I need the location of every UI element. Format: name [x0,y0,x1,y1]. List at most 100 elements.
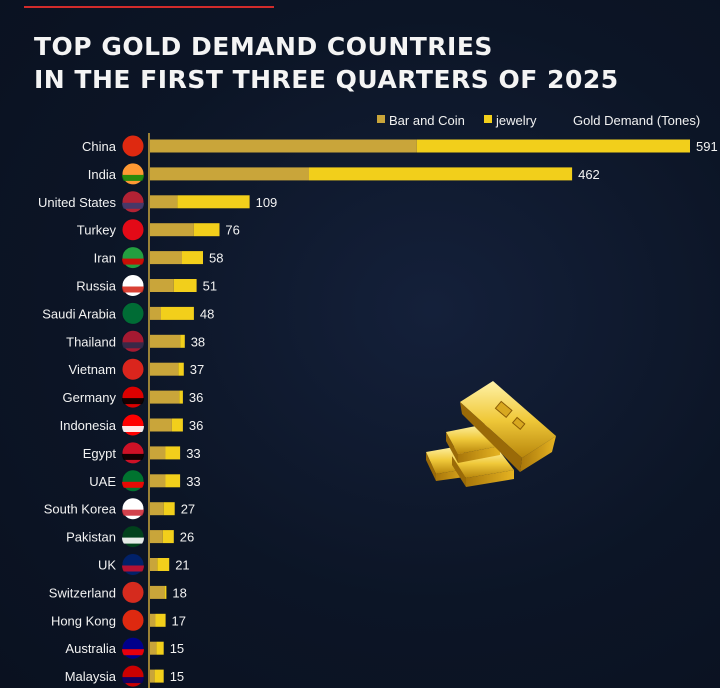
bar-jewelry-pakistan [162,530,174,544]
flag-china-icon [121,134,145,158]
category-label-australia: Australia [65,641,116,656]
flag-turkey-icon [121,218,145,242]
bar-bar-and-coin-germany [150,390,180,404]
bar-jewelry-thailand [180,334,185,348]
flag-russia-icon [121,274,145,297]
category-label-china: China [82,139,117,154]
value-label-turkey: 76 [225,223,239,238]
legend-label-bar-and-coin: Bar and Coin [389,113,465,128]
bar-bar-and-coin-australia [150,641,157,655]
title-line-1: TOP GOLD DEMAND COUNTRIES [34,32,493,61]
gold-bar-stamp [511,416,526,430]
bar-bar-and-coin-vietnam [150,362,179,376]
legend-label-jewelry: jewelry [495,113,537,128]
bar-bar-and-coin-turkey [150,223,194,237]
value-label-germany: 36 [189,390,203,405]
value-label-thailand: 38 [191,334,205,349]
category-label-vietnam: Vietnam [69,362,116,377]
bar-jewelry-uk [157,558,170,571]
flag-germany-icon [121,385,145,409]
category-label-turkey: Turkey [77,223,117,238]
category-label-saudi-arabia: Saudi Arabia [42,306,116,321]
category-label-hong-kong: Hong Kong [51,613,116,628]
bar-jewelry-south-korea [163,502,175,516]
value-label-pakistan: 26 [180,530,194,545]
bar-jewelry-india [309,167,573,181]
legend-swatch-bar-and-coin [377,115,385,123]
value-label-iran: 58 [209,251,223,266]
bar-bar-and-coin-indonesia [150,418,172,432]
bar-bar-and-coin-thailand [150,334,181,348]
bar-bar-and-coin-iran [150,251,182,265]
category-label-malaysia: Malaysia [65,669,117,684]
bar-jewelry-hong-kong [155,613,166,627]
bar-bar-and-coin-switzerland [150,585,165,599]
flag-uae-icon [121,469,145,493]
flag-switzerland-icon [121,580,145,604]
category-label-egypt: Egypt [83,446,117,461]
value-label-indonesia: 36 [189,418,203,433]
flag-south-korea-icon [121,497,145,521]
value-label-uae: 33 [186,474,200,489]
chart-title: TOP GOLD DEMAND COUNTRIES IN THE FIRST T… [34,30,619,96]
value-label-china: 591 [696,139,718,154]
flag-australia-icon [121,636,145,660]
gold-bars-illustration [426,381,556,487]
bar-bar-and-coin-russia [150,279,174,292]
bar-jewelry-vietnam [178,362,184,376]
value-label-saudi-arabia: 48 [200,306,214,321]
bar-bar-and-coin-egypt [150,446,166,460]
category-label-switzerland: Switzerland [49,585,116,600]
bar-bar-and-coin-uae [150,474,166,488]
value-label-malaysia: 15 [170,669,184,684]
bar-jewelry-united-states [177,195,250,209]
flag-india-icon [121,162,145,186]
value-label-south-korea: 27 [181,502,195,517]
title-line-2: IN THE FIRST THREE QUARTERS OF 2025 [34,65,619,94]
flag-thailand-icon [121,329,145,353]
bar-jewelry-china [416,139,690,153]
bar-jewelry-saudi-arabia [161,306,194,320]
category-label-united-states: United States [38,195,117,210]
flag-uk-icon [121,553,145,576]
category-label-russia: Russia [76,279,117,294]
value-label-switzerland: 18 [172,585,186,600]
bar-jewelry-iran [182,251,203,265]
category-label-south-korea: South Korea [44,502,117,517]
bar-bar-and-coin-south-korea [150,502,164,516]
gold-bar-stamp [494,400,513,419]
category-label-pakistan: Pakistan [66,530,116,545]
bar-jewelry-uae [165,474,181,488]
value-label-india: 462 [578,167,600,182]
value-label-hong-kong: 17 [172,613,186,628]
gold-bar-top [460,381,556,472]
value-label-vietnam: 37 [190,362,204,377]
flag-indonesia-icon [121,413,145,437]
bar-jewelry-indonesia [171,418,183,432]
value-label-uk: 21 [175,558,189,573]
flags-group [121,134,145,688]
bar-jewelry-malaysia [154,669,164,683]
legend: Bar and Coin jewelry Gold Demand (Tones) [377,113,700,128]
category-label-uk: UK [98,558,116,573]
category-label-india: India [88,167,117,182]
value-label-united-states: 109 [256,195,278,210]
bar-jewelry-egypt [165,446,181,460]
value-label-australia: 15 [170,641,184,656]
bar-jewelry-russia [173,279,197,292]
value-label-russia: 51 [203,279,217,294]
bar-jewelry-australia [156,641,164,655]
accent-line [24,6,274,8]
flag-iran-icon [121,246,145,270]
bar-bar-and-coin-uk [150,558,158,571]
bar-jewelry-germany [179,390,183,404]
category-label-indonesia: Indonesia [60,418,117,433]
flag-malaysia-icon [121,664,145,688]
flag-vietnam-icon [121,357,145,381]
bar-bar-and-coin-malaysia [150,669,155,683]
category-label-uae: UAE [89,474,116,489]
value-label-egypt: 33 [186,446,200,461]
bar-jewelry-turkey [193,223,220,237]
